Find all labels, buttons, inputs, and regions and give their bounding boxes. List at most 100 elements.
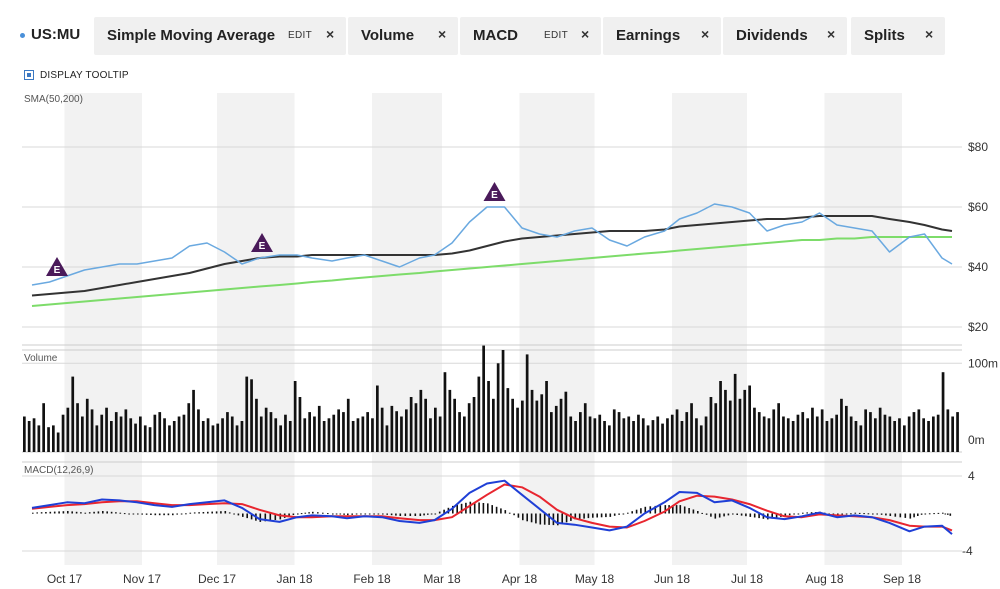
volume-bar — [641, 418, 645, 452]
close-icon[interactable]: × — [925, 26, 934, 42]
volume-bar — [463, 416, 466, 452]
volume-bar — [699, 425, 703, 452]
macd-hist-bar — [753, 513, 756, 518]
close-icon[interactable]: × — [438, 26, 447, 42]
macd-hist-bar — [288, 513, 290, 517]
macd-hist-bar — [300, 513, 303, 515]
macd-hist-bar — [460, 503, 463, 514]
volume-bar — [893, 421, 896, 452]
indicator-chip-dividends: Dividends × — [723, 17, 847, 55]
macd-hist-bar — [202, 512, 205, 514]
close-icon[interactable]: × — [581, 26, 590, 42]
volume-bar — [380, 407, 384, 452]
close-icon[interactable]: × — [701, 26, 710, 42]
indicator-label: Earnings — [616, 27, 681, 44]
volume-bar — [351, 421, 355, 452]
macd-hist-bar — [409, 513, 412, 516]
volume-bar — [651, 420, 655, 452]
macd-hist-bar — [784, 513, 787, 516]
volume-bar — [801, 412, 805, 452]
volume-bar — [685, 412, 689, 452]
edit-button[interactable]: EDIT — [288, 30, 312, 41]
edit-button[interactable]: EDIT — [544, 30, 568, 41]
macd-hist-bar — [802, 512, 804, 514]
macd-hist-bar — [937, 512, 940, 514]
x-tick-label: Sep 18 — [883, 572, 921, 586]
macd-hist-bar — [758, 513, 760, 519]
macd-hist-bar — [487, 503, 489, 514]
volume-bar — [201, 421, 205, 452]
macd-hist-bar — [237, 513, 240, 516]
volume-bar — [414, 403, 418, 452]
macd-hist-bar — [675, 505, 678, 514]
volume-bar — [593, 418, 597, 452]
macd-hist-bar — [423, 513, 425, 516]
volume-bar — [733, 373, 737, 452]
macd-hist-bar — [578, 513, 581, 519]
volume-bar — [226, 412, 229, 452]
macd-hist-bar — [500, 508, 502, 514]
volume-bar — [61, 414, 65, 452]
macd-hist-bar — [106, 511, 108, 514]
volume-bar — [786, 418, 790, 452]
close-icon[interactable]: × — [827, 26, 836, 42]
macd-hist-bar — [167, 513, 170, 516]
macd-hist-bar — [583, 513, 585, 519]
macd-hist-bar — [233, 513, 235, 515]
volume-bar — [443, 372, 447, 452]
macd-hist-bar — [317, 512, 319, 514]
volume-bar — [622, 418, 626, 452]
volume-bar — [342, 412, 345, 452]
x-tick-label: Dec 17 — [198, 572, 236, 586]
volume-bar — [922, 418, 925, 452]
volume-bar — [482, 345, 485, 452]
close-icon[interactable]: × — [326, 26, 335, 42]
volume-bar — [158, 412, 162, 452]
axis-labels: $80 $60 $40 $20 SMA(50,200) Volume 100m 0m MACD(… — [24, 94, 998, 586]
volume-bars — [23, 345, 959, 452]
volume-bar — [429, 418, 432, 452]
earnings-marker-label: E — [491, 190, 498, 201]
macd-lines — [31, 479, 953, 535]
panel-title: MACD(12,26,9) — [24, 465, 93, 476]
volume-bar — [637, 414, 640, 452]
volume-bar — [530, 389, 534, 452]
volume-bar — [23, 416, 26, 452]
volume-bar — [579, 412, 582, 452]
macd-hist-bar — [478, 502, 480, 514]
volume-bar — [395, 411, 398, 452]
volume-bar — [187, 403, 191, 452]
macd-hist-bar — [745, 513, 747, 517]
symbol-label[interactable]: US:MU — [20, 26, 80, 43]
macd-hist-bar — [947, 513, 949, 515]
macd-hist-bar — [58, 511, 60, 514]
macd-hist-bar — [193, 512, 196, 514]
tooltip-checkbox[interactable] — [24, 70, 34, 80]
volume-bar — [496, 363, 500, 452]
volume-bar — [322, 421, 326, 452]
volume-bar — [32, 418, 36, 452]
macd-hist-bar — [473, 502, 476, 514]
volume-bar — [438, 416, 442, 452]
volume-bar — [815, 416, 819, 452]
macd-hist-bar — [123, 513, 126, 515]
macd-hist-bar — [119, 512, 122, 514]
volume-bar — [419, 389, 423, 452]
volume-bar — [192, 389, 195, 452]
indicator-chip-sma: Simple Moving Average EDIT × — [94, 17, 346, 55]
macd-hist-bar — [49, 511, 52, 514]
macd-hist-bar — [909, 513, 912, 519]
indicator-label: Splits — [864, 27, 905, 44]
volume-bar — [796, 414, 800, 452]
macd-hist-bar — [832, 513, 835, 515]
macd-hist-bar — [427, 513, 429, 515]
macd-hist-bar — [574, 513, 577, 520]
macd-hist-bar — [264, 513, 267, 522]
macd-hist-bar — [62, 511, 65, 514]
volume-bar — [550, 412, 553, 452]
sma50-line — [31, 215, 953, 297]
volume-bar — [81, 416, 84, 452]
volume-bar — [956, 412, 959, 452]
volume-bar — [71, 376, 75, 452]
